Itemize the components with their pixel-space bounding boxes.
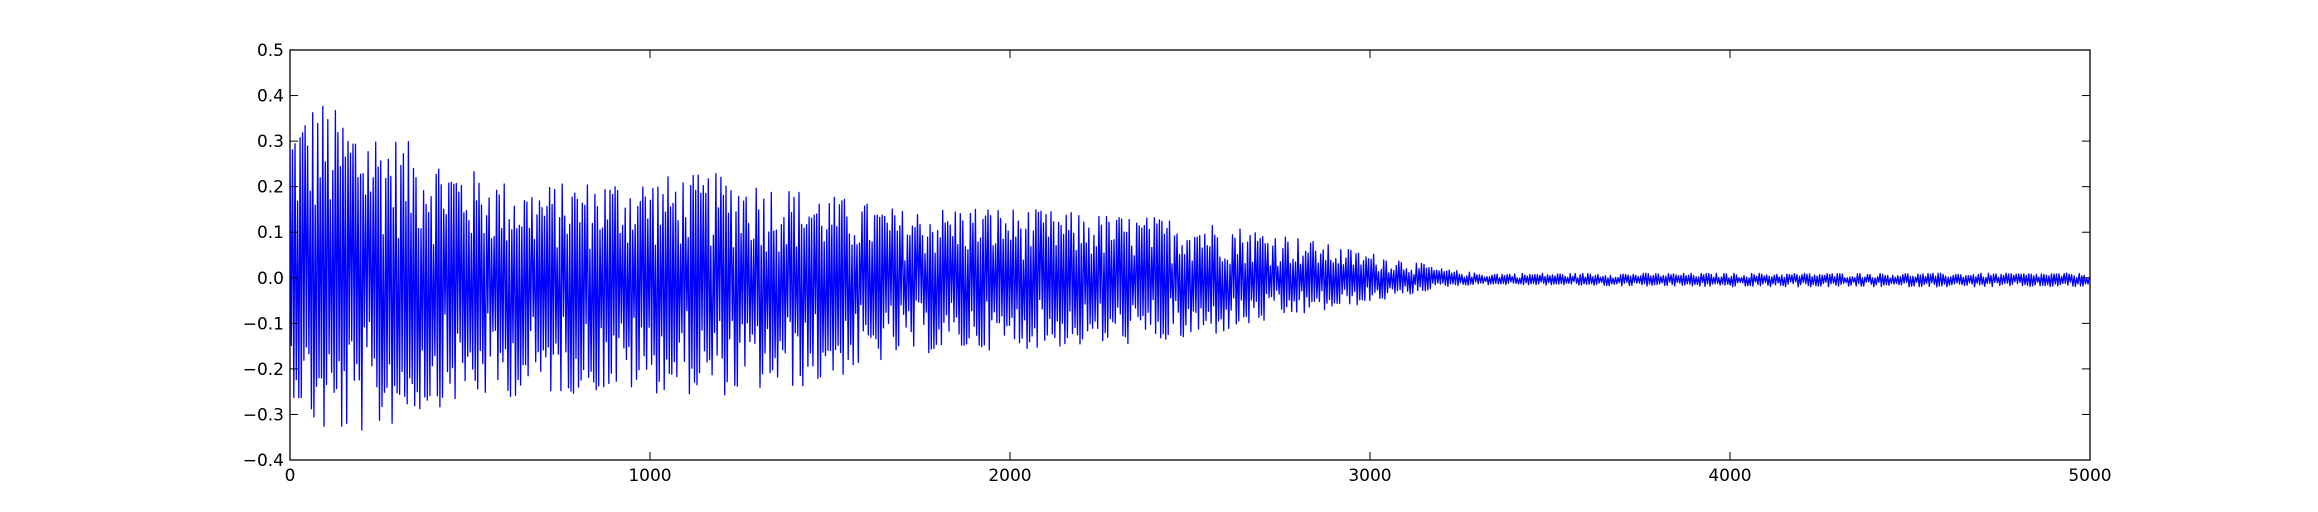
y-tick-label: 0.2 (257, 178, 284, 198)
y-tick-label: 0.5 (257, 41, 284, 61)
y-tick-label: 0.0 (257, 269, 284, 289)
x-tick-label: 0 (285, 466, 296, 486)
y-tick-label: −0.3 (243, 405, 284, 425)
y-tick-label: 0.4 (257, 87, 284, 107)
x-tick-label: 5000 (2068, 466, 2111, 486)
y-tick-label: −0.4 (243, 451, 284, 471)
series-line-0 (290, 105, 2090, 431)
y-tick-label: 0.1 (257, 223, 284, 243)
x-tick-label: 2000 (988, 466, 1031, 486)
y-axis: −0.4 −0.3 −0.2 −0.1 0.0 0.1 0.2 0.3 0.4 0.5 (243, 41, 2090, 471)
x-axis: 0 1000 2000 3000 4000 5000 (285, 50, 2112, 486)
y-tick-label: 0.3 (257, 132, 284, 152)
x-tick-label: 3000 (1348, 466, 1391, 486)
plot-frame (289, 49, 2091, 461)
x-tick-label: 4000 (1708, 466, 1751, 486)
x-tick-label: 1000 (628, 466, 671, 486)
y-tick-label: −0.2 (243, 360, 284, 380)
y-tick-label: −0.1 (243, 314, 284, 334)
